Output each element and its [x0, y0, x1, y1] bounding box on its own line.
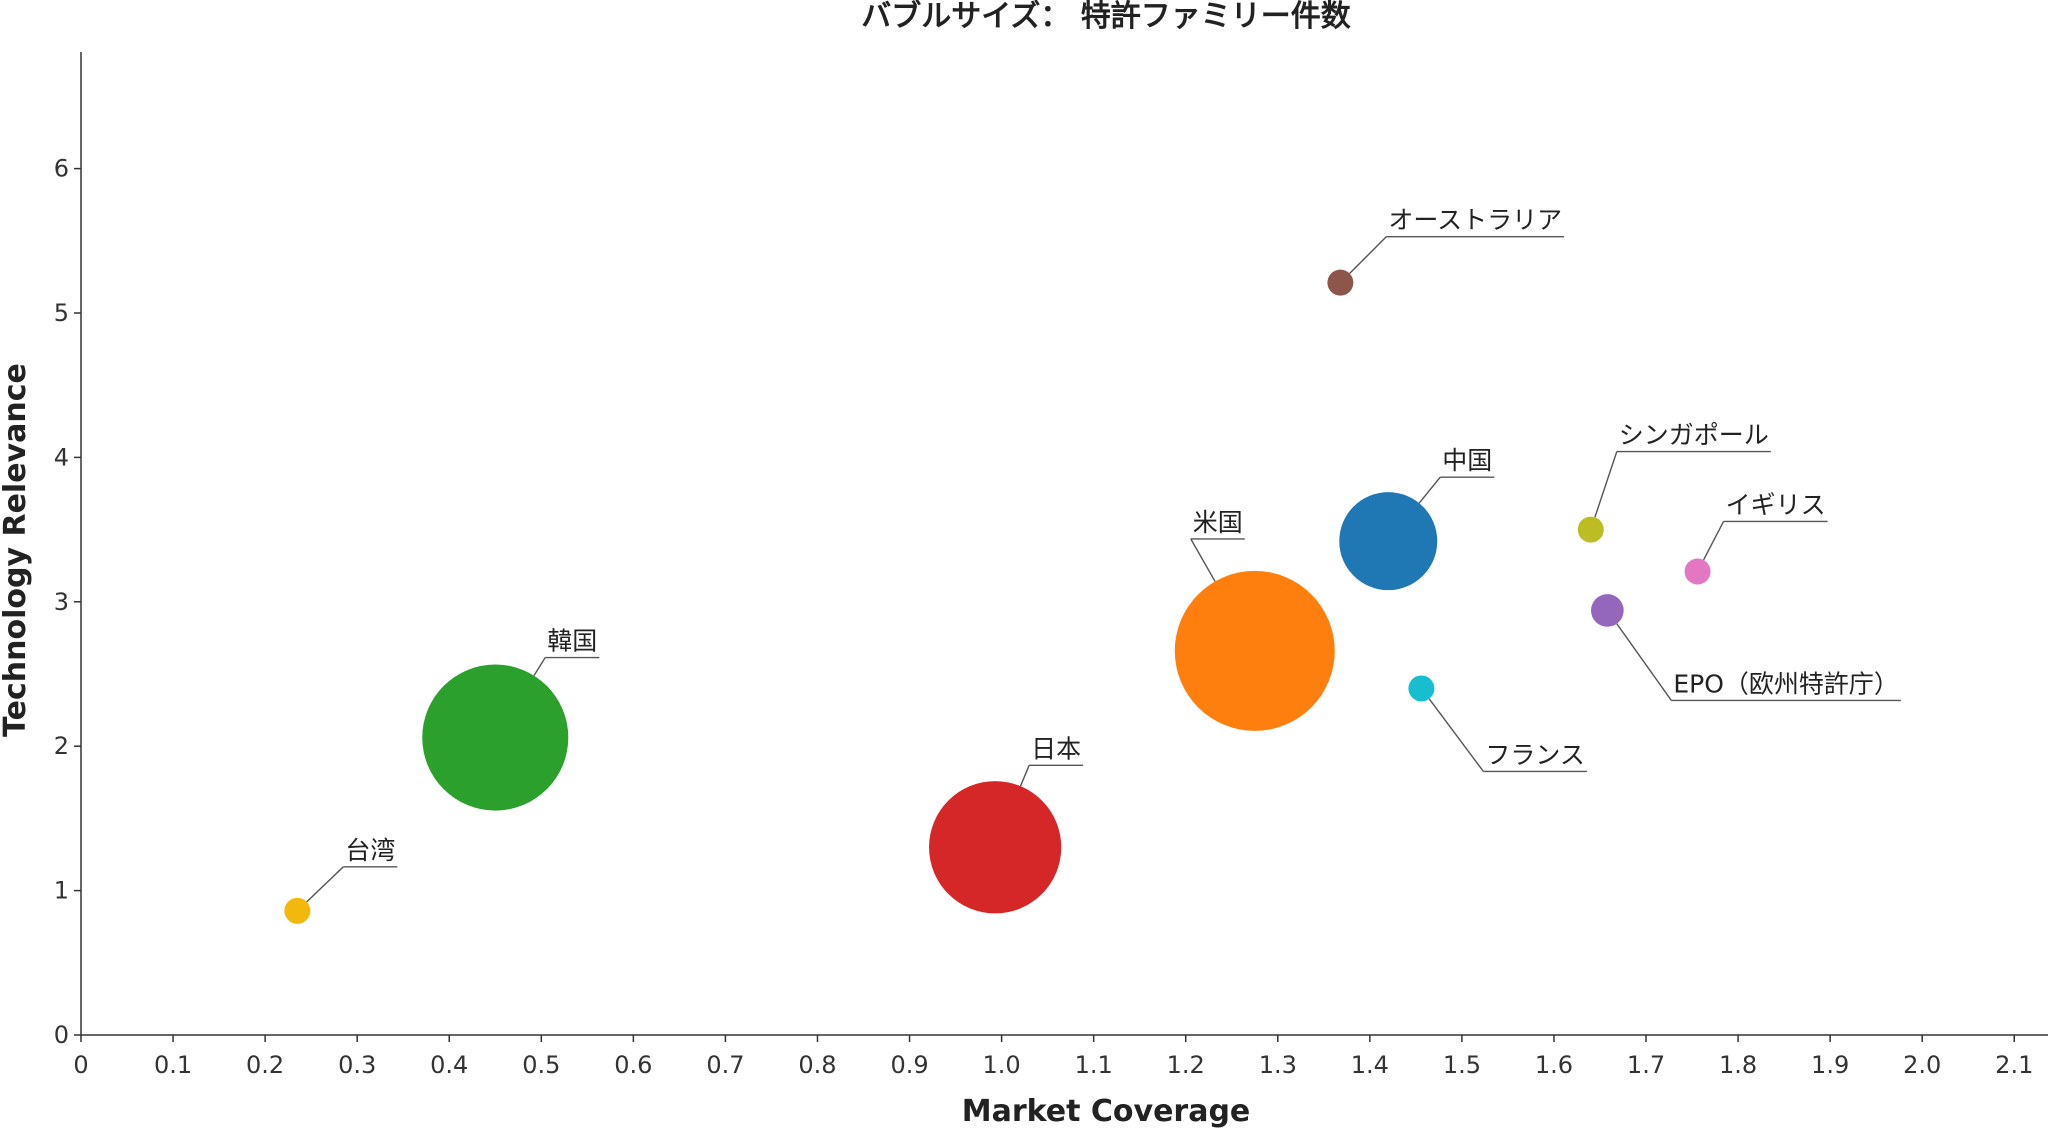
y-axis-ticks: 0 1 2 3 4 5 6 — [54, 155, 81, 1049]
bubble-label: 韓国 — [547, 627, 597, 656]
x-tick-label: 0.4 — [430, 1051, 468, 1079]
bubble-label: 日本 — [1031, 734, 1081, 763]
x-axis-ticks: 0 0.1 0.2 0.3 0.4 0.5 0.6 0.7 0.8 0.9 1.0 1.1 1.2 1.3… — [73, 1035, 2033, 1079]
y-tick-label: 6 — [54, 155, 69, 183]
x-tick-label: 0.5 — [522, 1051, 560, 1079]
y-axis-title: Technology Relevance — [0, 363, 33, 737]
x-tick-label: 1.7 — [1627, 1051, 1665, 1079]
label-leader — [533, 657, 546, 676]
bubble-point — [1327, 269, 1354, 296]
y-tick-label: 3 — [54, 588, 69, 616]
bubble-point — [929, 781, 1062, 914]
bubble-label: 米国 — [1193, 508, 1243, 537]
bubble-point — [422, 664, 569, 811]
x-tick-label: 0.1 — [154, 1051, 192, 1079]
x-tick-label: 0.3 — [338, 1051, 376, 1079]
x-tick-label: 0.7 — [706, 1051, 744, 1079]
label-leader — [1349, 236, 1387, 274]
x-tick-label: 0.2 — [246, 1051, 284, 1079]
bubble-label: 中国 — [1442, 446, 1492, 475]
x-axis-title: Market Coverage — [962, 1094, 1251, 1128]
bubble-point — [1591, 594, 1624, 627]
bubble-point — [284, 897, 311, 924]
y-tick-label: 1 — [54, 877, 69, 905]
bubble-label: シンガポール — [1619, 421, 1769, 450]
x-tick-label: 1.6 — [1535, 1051, 1573, 1079]
y-tick-label: 0 — [54, 1021, 69, 1049]
label-leader — [1616, 623, 1672, 701]
y-tick-label: 5 — [54, 299, 69, 327]
x-tick-label: 1.0 — [983, 1051, 1021, 1079]
y-tick-label: 2 — [54, 732, 69, 760]
label-leader — [1594, 451, 1618, 518]
chart-title: バブルサイズ： 特許ファミリー件数 — [861, 0, 1352, 34]
bubble-label: オーストラリア — [1388, 206, 1562, 235]
x-tick-label: 1.8 — [1719, 1051, 1757, 1079]
label-leader — [1428, 698, 1484, 772]
label-leader — [306, 866, 344, 903]
x-tick-label: 2.0 — [1903, 1051, 1941, 1079]
x-tick-label: 1.3 — [1259, 1051, 1297, 1079]
x-tick-label: 1.9 — [1811, 1051, 1849, 1079]
x-tick-label: 1.5 — [1443, 1051, 1481, 1079]
label-leader-lines — [306, 235, 1901, 903]
x-tick-label: 0.8 — [798, 1051, 836, 1079]
y-tick-label: 4 — [54, 443, 69, 471]
bubble-label: フランス — [1485, 740, 1585, 769]
x-tick-label: 0.9 — [890, 1051, 928, 1079]
bubble-label: EPO（欧州特許庁） — [1673, 669, 1899, 698]
x-tick-label: 1.1 — [1075, 1051, 1113, 1079]
x-tick-label: 1.2 — [1167, 1051, 1205, 1079]
x-tick-label: 2.1 — [1995, 1051, 2033, 1079]
bubble-point — [1174, 570, 1335, 731]
label-leader — [1190, 538, 1216, 582]
x-tick-label: 0 — [73, 1051, 88, 1079]
x-tick-label: 1.4 — [1351, 1051, 1389, 1079]
label-leader — [1702, 521, 1725, 561]
bubble-point — [1339, 492, 1438, 591]
bubble-point — [1577, 516, 1604, 543]
label-leader — [1019, 765, 1030, 787]
bubble-label: イギリス — [1726, 490, 1826, 519]
bubble-label: 台湾 — [345, 836, 395, 865]
label-leader — [1418, 476, 1441, 504]
bubbles — [284, 269, 1711, 924]
bubble-point — [1408, 675, 1435, 702]
bubble-point — [1684, 558, 1711, 585]
x-tick-label: 0.6 — [614, 1051, 652, 1079]
